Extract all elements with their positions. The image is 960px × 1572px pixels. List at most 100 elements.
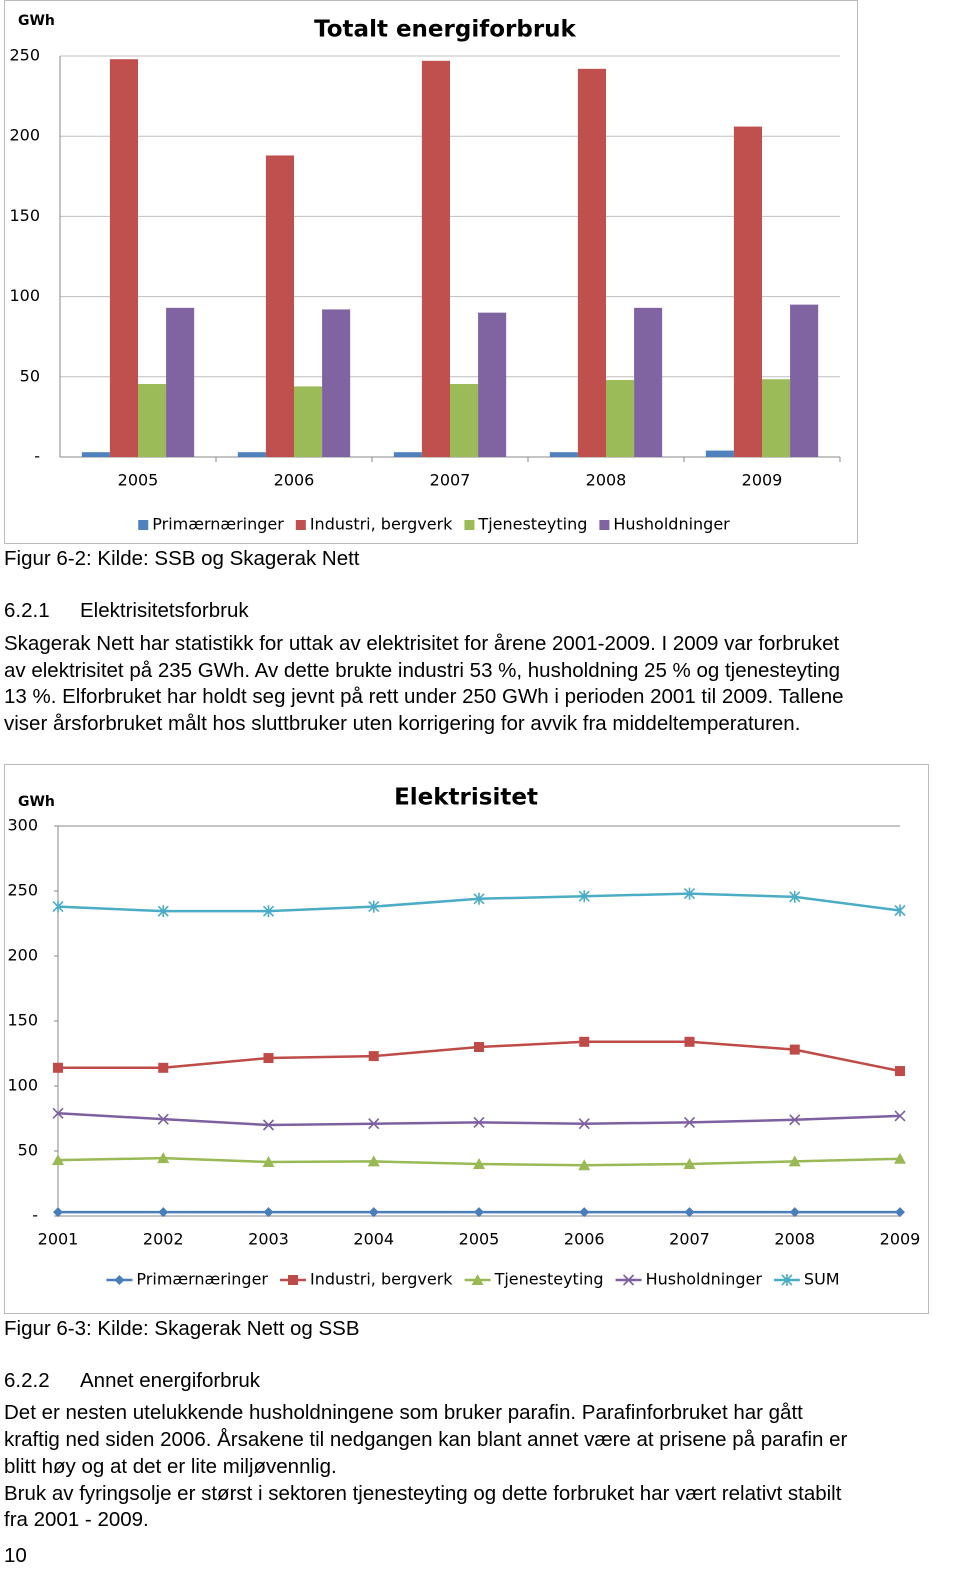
x-tick-label: 2006 [564, 1230, 605, 1249]
legend-swatch [464, 520, 475, 530]
chart-frame [4, 764, 929, 1314]
marker [52, 1107, 64, 1119]
x-tick-label: 2002 [143, 1230, 184, 1249]
section-title: Elektrisitetsforbruk [80, 599, 249, 622]
paragraph-line: Skagerak Nett har statistikk for uttak a… [4, 632, 840, 655]
bar [577, 68, 606, 457]
marker [263, 1053, 274, 1064]
marker [579, 1207, 590, 1218]
legend-label: Husholdninger [613, 515, 730, 534]
marker [262, 1119, 275, 1131]
marker [473, 892, 485, 905]
x-tick-label: 2001 [38, 1230, 79, 1249]
legend-label: Primærnæringer [136, 1270, 268, 1289]
bar-chart: Totalt energiforbruk GWh - 50 100 150 200 250 20… [4, 0, 858, 544]
marker [579, 1036, 590, 1047]
marker [263, 1207, 274, 1218]
marker [789, 1044, 800, 1055]
marker [368, 1051, 379, 1062]
y-tick-label: 50 [20, 366, 40, 385]
bar [237, 452, 266, 457]
bar [265, 155, 294, 457]
legend-marker [114, 1275, 125, 1285]
marker [895, 1066, 905, 1077]
paragraph-line: kraftig ned siden 2006. Årsakene til ned… [4, 1428, 848, 1451]
paragraph-line: 13 %. Elforbruket har holdt seg jevnt på… [4, 685, 844, 708]
line-chart: Elektrisitet GWh - 50 100 150 200 250 300 2001 200… [4, 764, 929, 1314]
paragraph-line: av elektrisitet på 235 GWh. Av dette bru… [4, 659, 841, 682]
x-tick-label: 2009 [742, 471, 783, 490]
legend-swatch [138, 520, 149, 530]
marker [53, 1062, 63, 1073]
x-tick-label: 2004 [353, 1230, 394, 1249]
bar [478, 312, 507, 457]
section-title: Annet energiforbruk [80, 1369, 261, 1392]
bar [421, 60, 450, 457]
marker [158, 1062, 169, 1073]
page-number: 10 [4, 1544, 27, 1567]
legend-marker [781, 1274, 793, 1286]
marker [684, 1207, 695, 1218]
legend-swatch [599, 520, 610, 530]
paragraph-line: fra 2001 - 2009. [4, 1508, 149, 1531]
x-tick-label: 2005 [118, 471, 159, 490]
y-tick-label: 150 [9, 206, 40, 225]
legend: Primærnæringer Industri, bergverk Tjeneste… [138, 515, 730, 534]
y-tick-label: 200 [7, 946, 38, 965]
legend-label: Primærnæringer [152, 515, 284, 534]
bar [109, 59, 138, 457]
x-tick-label: 2007 [669, 1230, 710, 1249]
y-tick-label: 300 [7, 816, 38, 835]
marker [895, 1207, 905, 1218]
marker [52, 900, 64, 913]
marker [474, 1042, 484, 1052]
y-tick-label: - [32, 1206, 38, 1225]
bar [294, 386, 323, 457]
bar [166, 307, 195, 457]
marker [368, 1118, 380, 1130]
y-tick-label: - [34, 447, 40, 466]
bar [790, 304, 819, 457]
marker [52, 1154, 64, 1166]
marker [894, 1110, 906, 1122]
paragraph-line: Bruk av fyringsolje er størst i sektoren… [4, 1482, 842, 1505]
x-tick-label: 2009 [880, 1230, 921, 1249]
marker [474, 1207, 484, 1218]
caption: Figur 6-3: Kilde: Skagerak Nett og SSB [4, 1317, 360, 1340]
bar [733, 126, 762, 458]
bar [450, 384, 479, 457]
marker [578, 1159, 591, 1171]
y-tick-label: 250 [7, 881, 38, 900]
paragraph-line: Det er nesten utelukkende husholdningene… [4, 1401, 803, 1424]
bar [138, 384, 167, 457]
legend-label: Industri, bergverk [310, 515, 453, 534]
marker [262, 905, 275, 918]
y-tick-label: 100 [7, 1076, 38, 1095]
bar [634, 307, 663, 457]
legend: Primærnæringer Industri, bergverk Tjeneste… [106, 1270, 840, 1289]
marker [894, 904, 906, 917]
marker [683, 887, 696, 900]
legend-marker [288, 1275, 298, 1285]
bar [393, 452, 422, 457]
marker [894, 1152, 906, 1164]
y-tick-label: 150 [7, 1011, 38, 1030]
y-tick-label: 50 [18, 1141, 38, 1160]
marker [683, 1158, 696, 1169]
marker [578, 1118, 590, 1130]
chart-title: Totalt energiforbruk [314, 17, 576, 43]
y-tick-label: 200 [9, 126, 40, 145]
x-tick-label: 2007 [430, 471, 471, 490]
bar [606, 380, 635, 457]
marker [788, 1155, 801, 1167]
legend-label: Tjenesteyting [494, 1270, 604, 1289]
marker [683, 1116, 696, 1128]
marker [368, 900, 380, 913]
marker [367, 1155, 380, 1167]
x-tick-label: 2008 [774, 1230, 815, 1249]
legend-label: Tjenesteyting [477, 515, 587, 534]
marker [789, 1114, 801, 1126]
caption: Figur 6-2: Kilde: SSB og Skagerak Nett [4, 547, 360, 570]
legend-label: SUM [804, 1270, 840, 1289]
